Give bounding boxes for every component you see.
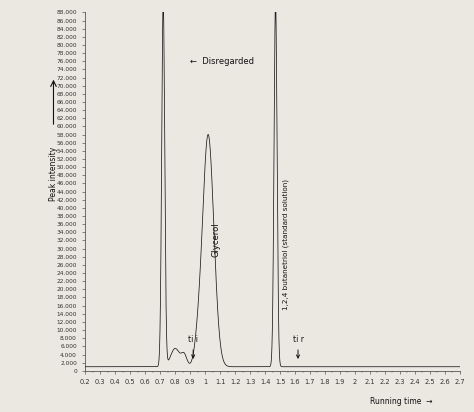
Text: Peak intensity: Peak intensity (49, 147, 58, 201)
Text: Running time  →: Running time → (370, 397, 432, 406)
Text: 1,2,4 butanetriol (standard solution): 1,2,4 butanetriol (standard solution) (282, 179, 289, 310)
Text: ←  Disregarded: ← Disregarded (190, 57, 254, 66)
Text: ti i: ti i (188, 335, 198, 358)
Text: Glycerol: Glycerol (212, 222, 221, 257)
Text: ti r: ti r (292, 335, 303, 358)
